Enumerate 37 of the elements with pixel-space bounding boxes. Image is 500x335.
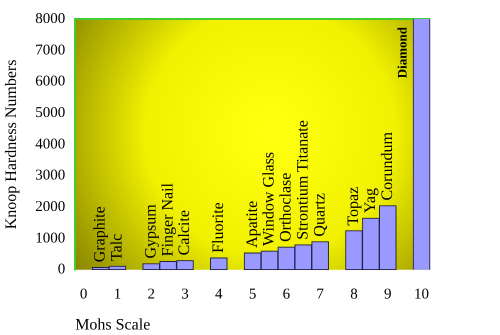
annotation: Diamond	[394, 26, 410, 78]
x-tick-label: 1	[114, 286, 122, 303]
x-tick-label: 3	[181, 286, 189, 303]
annotation: Topaz	[345, 186, 362, 226]
annotation: Quartz	[311, 193, 328, 237]
annotation: Strontium Titanate	[294, 120, 312, 240]
x-tick-label: 0	[80, 286, 88, 303]
annotation: Finger Nail	[159, 182, 176, 256]
x-tick-label: 5	[248, 286, 256, 303]
annotation: Talc	[108, 234, 126, 262]
x-tick-label: 9	[384, 286, 392, 303]
annotation: Window Glass	[260, 152, 278, 246]
x-tick-label: 2	[147, 286, 155, 303]
y-tick-label: 4000	[35, 136, 66, 152]
annotation: Apatite	[244, 200, 261, 248]
y-tick-label: 5000	[35, 104, 66, 121]
y-tick-label: 6000	[35, 74, 66, 90]
y-axis-title: Knoop Hardness Numbers	[2, 60, 20, 230]
y-tick-label: 2000	[35, 199, 66, 216]
y-tick-label: 7000	[35, 42, 66, 58]
x-axis-title: Mohs Scale	[75, 316, 150, 334]
annotation: Orthoclase	[278, 172, 295, 242]
annotation: Graphite	[92, 206, 109, 262]
x-tick-label: 4	[215, 286, 224, 303]
annotation: Corundum	[378, 132, 396, 201]
x-tick-label: 8	[350, 286, 358, 303]
y-tick-label: 0	[58, 262, 66, 278]
x-tick-label: 7	[316, 286, 324, 303]
x-tick-label: 10	[414, 286, 430, 303]
annotation: Fluorite	[210, 202, 228, 253]
annotation: Gypsum	[142, 204, 160, 259]
y-tick-label: 3000	[35, 168, 66, 184]
annotation: Yag	[362, 188, 380, 214]
y-tick-label: 8000	[35, 10, 66, 27]
y-tick-label: 1000	[35, 230, 66, 246]
annotation: Calcite	[176, 210, 194, 256]
x-tick-label: 6	[282, 286, 291, 303]
